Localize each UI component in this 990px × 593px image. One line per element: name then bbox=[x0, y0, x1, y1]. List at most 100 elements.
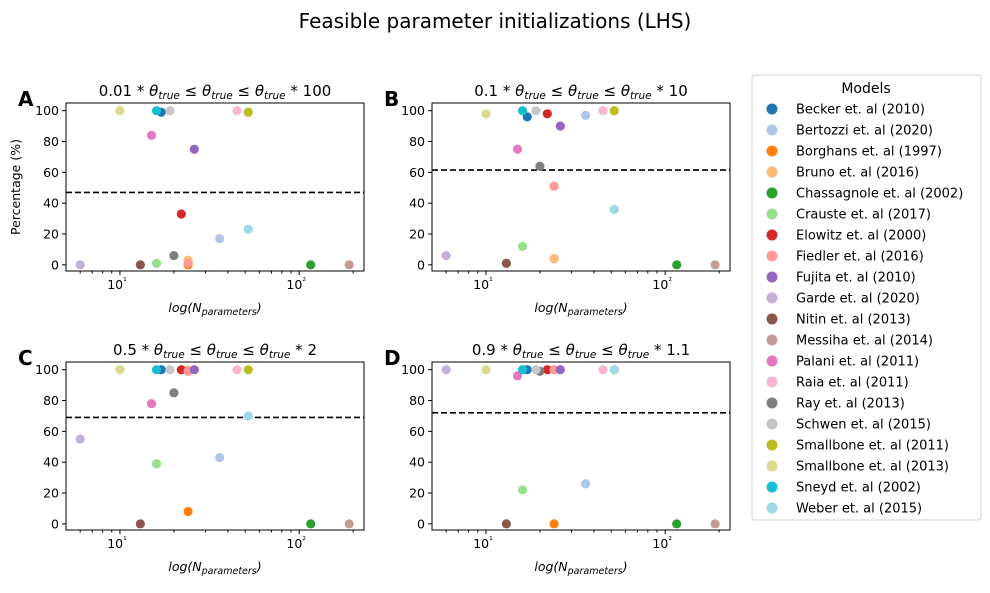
y-tick-label: 100 bbox=[35, 103, 59, 118]
point bbox=[581, 479, 591, 489]
y-tick-label: 0 bbox=[51, 257, 59, 272]
legend-marker bbox=[766, 418, 778, 430]
point bbox=[501, 258, 511, 268]
point bbox=[481, 109, 491, 119]
x-axis-label: log(Nparameters) bbox=[168, 559, 261, 577]
y-tick-label: 80 bbox=[409, 393, 425, 408]
point bbox=[169, 250, 179, 261]
legend-label: Messiha et. al (2014) bbox=[796, 334, 933, 349]
panel-label: C bbox=[18, 346, 33, 370]
point bbox=[151, 258, 162, 268]
y-tick-label: 100 bbox=[401, 103, 425, 118]
y-axis-label: Percentage (%) bbox=[8, 139, 23, 235]
point bbox=[481, 365, 491, 375]
point bbox=[609, 204, 619, 214]
point bbox=[189, 144, 199, 154]
legend-marker bbox=[766, 334, 778, 346]
legend-label: Becker et. al (2010) bbox=[796, 103, 925, 118]
point bbox=[165, 365, 175, 375]
point bbox=[517, 106, 528, 116]
point bbox=[549, 519, 559, 529]
legend-marker bbox=[766, 187, 778, 199]
legend-label: Chassagnole et. al (2002) bbox=[796, 187, 963, 202]
legend-marker bbox=[766, 439, 778, 451]
panel-C: 0.5 * θtrue ≤ θtrue ≤ θtrue * 2 C 0 20 40 60 8… bbox=[18, 341, 365, 577]
point bbox=[501, 519, 511, 529]
point bbox=[232, 365, 242, 375]
legend-label: Bertozzi et. al (2020) bbox=[796, 124, 933, 139]
point bbox=[672, 260, 682, 270]
legend-label: Fiedler et. al (2016) bbox=[796, 250, 924, 265]
point bbox=[146, 130, 157, 140]
y-tick-label: 40 bbox=[43, 455, 59, 470]
point bbox=[598, 106, 608, 116]
axes-frame bbox=[65, 361, 365, 531]
y-tick-label: 0 bbox=[417, 516, 425, 531]
point bbox=[243, 411, 253, 421]
x-tick-label: 10¹ bbox=[107, 536, 127, 551]
legend-label: Smallbone et. al (2011) bbox=[796, 439, 949, 454]
point bbox=[75, 434, 85, 444]
legend-marker bbox=[766, 376, 778, 388]
point bbox=[710, 260, 720, 270]
legend-marker bbox=[766, 124, 778, 136]
point bbox=[531, 106, 541, 116]
point bbox=[535, 161, 545, 171]
y-tick-label: 60 bbox=[409, 165, 425, 180]
legend-label: Sneyd et. al (2002) bbox=[796, 481, 921, 496]
y-tick-label: 80 bbox=[43, 134, 59, 149]
point bbox=[542, 109, 552, 119]
legend-marker bbox=[766, 481, 778, 493]
axes-frame bbox=[65, 102, 365, 272]
legend-marker bbox=[766, 313, 778, 325]
y-tick-label: 100 bbox=[35, 362, 59, 377]
y-tick-label: 20 bbox=[409, 486, 425, 501]
legend-marker bbox=[766, 166, 778, 178]
legend-label: Bruno et. al (2016) bbox=[796, 166, 919, 181]
figure-title: Feasible parameter initializations (LHS) bbox=[299, 9, 692, 33]
y-tick-label: 40 bbox=[409, 196, 425, 211]
point bbox=[598, 365, 608, 375]
panel-title: 0.9 * θtrue ≤ θtrue ≤ θtrue * 1.1 bbox=[472, 341, 690, 361]
point bbox=[549, 254, 559, 264]
point bbox=[215, 452, 225, 463]
legend-label: Ray et. al (2013) bbox=[796, 397, 905, 412]
panel-title: 0.5 * θtrue ≤ θtrue ≤ θtrue * 2 bbox=[113, 341, 317, 361]
legend-label: Crauste et. al (2017) bbox=[796, 208, 931, 223]
point bbox=[306, 260, 316, 270]
y-tick-label: 20 bbox=[43, 486, 59, 501]
point bbox=[146, 399, 157, 409]
point bbox=[115, 106, 125, 116]
point bbox=[135, 260, 145, 270]
y-tick-label: 80 bbox=[409, 134, 425, 149]
y-tick-label: 100 bbox=[401, 362, 425, 377]
point bbox=[581, 110, 591, 120]
point bbox=[512, 371, 523, 381]
legend-marker bbox=[766, 229, 778, 241]
y-tick-label: 0 bbox=[51, 516, 59, 531]
point bbox=[75, 260, 85, 270]
point bbox=[151, 365, 162, 375]
point bbox=[555, 121, 565, 131]
axes-frame bbox=[431, 361, 731, 531]
legend-marker bbox=[766, 292, 778, 304]
point bbox=[306, 519, 316, 529]
legend-label: Smallbone et. al (2013) bbox=[796, 460, 949, 475]
x-tick-label: 10¹ bbox=[107, 277, 127, 292]
point bbox=[151, 106, 162, 116]
legend-label: Weber et. al (2015) bbox=[796, 502, 922, 517]
x-tick-label: 10² bbox=[652, 277, 672, 292]
legend-label: Garde et. al (2020) bbox=[796, 292, 920, 307]
legend-items: Becker et. al (2010) Bertozzi et. al (202… bbox=[766, 103, 963, 517]
y-tick-label: 80 bbox=[43, 393, 59, 408]
x-tick-label: 10² bbox=[286, 536, 306, 551]
y-tick-label: 20 bbox=[43, 227, 59, 242]
point bbox=[710, 519, 720, 529]
panel-title: 0.01 * θtrue ≤ θtrue ≤ θtrue * 100 bbox=[99, 82, 332, 102]
point bbox=[672, 519, 682, 529]
y-tick-label: 0 bbox=[417, 257, 425, 272]
panel-D: 0.9 * θtrue ≤ θtrue ≤ θtrue * 1.1 D 0 20 40 6… bbox=[384, 341, 731, 577]
x-axis-label: log(Nparameters) bbox=[534, 559, 627, 577]
point bbox=[135, 519, 145, 529]
point bbox=[555, 365, 565, 375]
